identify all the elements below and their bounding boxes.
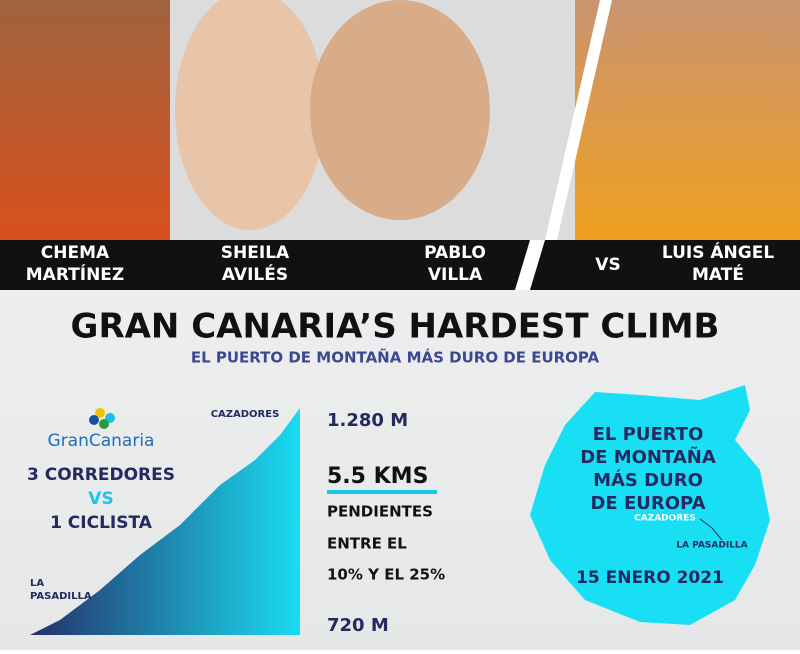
- athlete-name: CHEMA: [41, 243, 110, 263]
- map-text: DE EUROPA: [590, 493, 705, 514]
- map-label: LA PASADILLA: [676, 541, 747, 551]
- map-text: MÁS DURO: [593, 469, 703, 491]
- title: GRAN CANARIA’S HARDEST CLIMB: [71, 307, 720, 347]
- date: 15 ENERO 2021: [576, 568, 724, 588]
- altitude: 720 M: [327, 615, 389, 636]
- athlete-name: VILLA: [428, 265, 483, 285]
- matchup: 1 CICLISTA: [50, 513, 153, 533]
- photo: [175, 0, 325, 230]
- photo: [310, 0, 490, 220]
- matchup: VS: [88, 489, 113, 509]
- distance: 5.5 KMS: [327, 464, 428, 489]
- logo: GranCanaria: [48, 431, 155, 451]
- athlete-name: MARTÍNEZ: [26, 263, 125, 285]
- photo: [0, 0, 170, 240]
- versus: VS: [595, 255, 620, 275]
- name-bar: [0, 240, 800, 290]
- gradient-text: 10% Y EL 25%: [327, 566, 445, 584]
- gradient-text: PENDIENTES: [327, 503, 433, 521]
- matchup: 3 CORREDORES: [27, 465, 175, 485]
- athlete-name: AVILÉS: [222, 263, 288, 285]
- route: [699, 518, 723, 541]
- athlete-name: MATÉ: [692, 263, 744, 285]
- divider: [545, 0, 612, 240]
- logo-icon: [89, 408, 115, 429]
- profile-label: CAZADORES: [211, 409, 280, 420]
- athlete-name: SHEILA: [221, 243, 290, 263]
- elevation-profile: [30, 408, 300, 635]
- gradient-text: ENTRE EL: [327, 535, 407, 553]
- map-text: DE MONTAÑA: [580, 445, 716, 468]
- photo: [575, 0, 800, 240]
- profile-label: PASADILLA: [30, 591, 92, 602]
- athlete-name: LUIS ÁNGEL: [662, 241, 774, 263]
- underline: [327, 490, 437, 494]
- athlete-name: PABLO: [424, 243, 486, 263]
- altitude: 1.280 M: [327, 410, 408, 431]
- profile-label: LA: [30, 578, 44, 589]
- island-map: [530, 385, 770, 625]
- subtitle: EL PUERTO DE MONTAÑA MÁS DURO DE EUROPA: [191, 348, 600, 367]
- map-label: CAZADORES: [634, 514, 696, 524]
- map-text: EL PUERTO: [593, 424, 704, 445]
- divider: [515, 240, 545, 290]
